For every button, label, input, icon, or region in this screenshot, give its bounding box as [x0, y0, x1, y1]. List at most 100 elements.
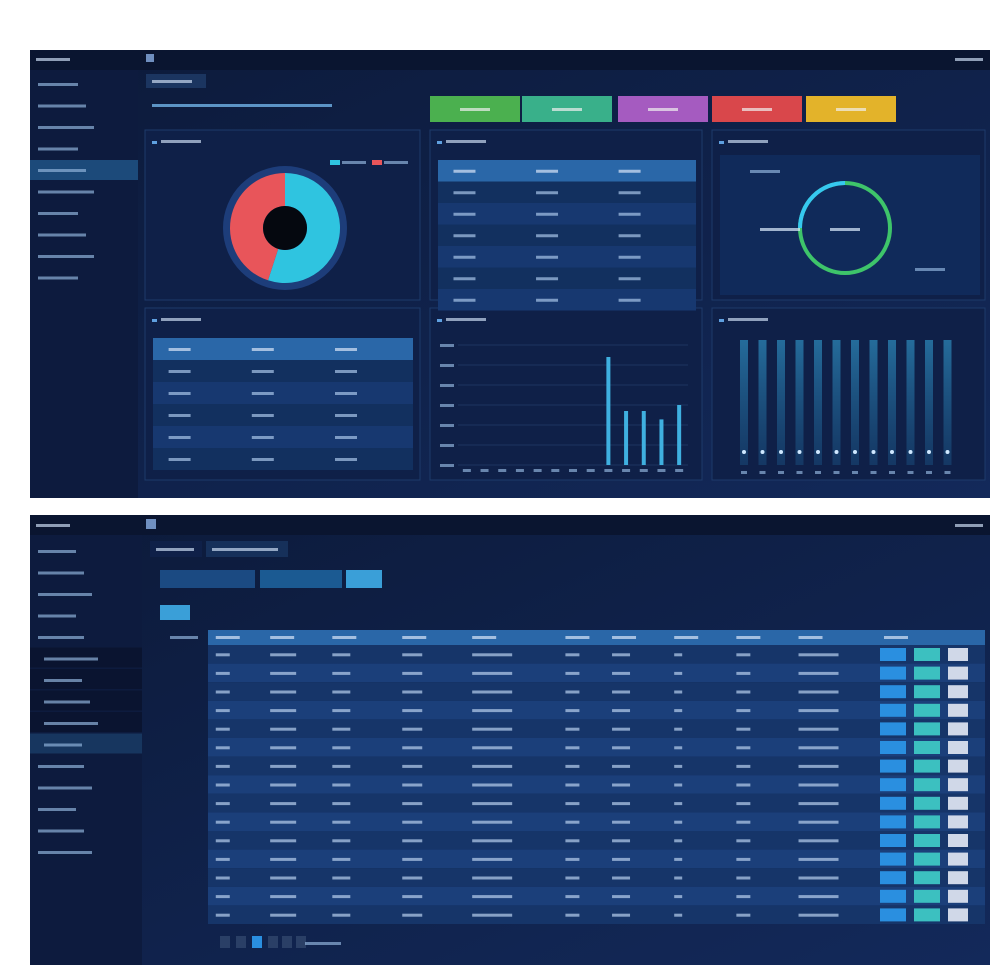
- text-line: [168, 370, 191, 373]
- text-line: [152, 104, 332, 107]
- row-button[interactable]: [880, 889, 906, 903]
- row-button[interactable]: [914, 796, 940, 810]
- text-line: [36, 58, 70, 61]
- page-button[interactable]: [296, 936, 306, 948]
- bar: [659, 419, 664, 465]
- text-line: [446, 140, 486, 143]
- row-button[interactable]: [880, 741, 906, 754]
- row-button[interactable]: [948, 834, 968, 847]
- row-button[interactable]: [880, 703, 906, 717]
- row-button[interactable]: [914, 889, 940, 903]
- row-button[interactable]: [914, 778, 940, 792]
- text-line: [215, 636, 240, 639]
- text-line: [798, 857, 839, 861]
- table-row: [208, 756, 985, 776]
- row-button[interactable]: [948, 778, 968, 792]
- text-line: [944, 471, 951, 474]
- row-button[interactable]: [880, 666, 906, 680]
- row-button[interactable]: [948, 852, 968, 866]
- row-button[interactable]: [914, 834, 940, 847]
- column-dot: [779, 450, 783, 454]
- text-line: [161, 140, 201, 143]
- row-button[interactable]: [880, 685, 906, 699]
- text-line: [618, 212, 641, 216]
- row-button[interactable]: [914, 666, 940, 680]
- text-line: [736, 802, 751, 806]
- text-line: [215, 876, 230, 880]
- row-button[interactable]: [880, 852, 906, 866]
- text-line: [168, 348, 191, 351]
- filter-input[interactable]: [260, 570, 342, 588]
- row-button[interactable]: [948, 666, 968, 680]
- row-button[interactable]: [948, 741, 968, 754]
- text-line: [270, 746, 297, 750]
- page-button-active[interactable]: [252, 936, 262, 948]
- text-line: [453, 277, 476, 281]
- text-line: [38, 147, 78, 151]
- page-button[interactable]: [220, 936, 230, 948]
- row-button[interactable]: [914, 685, 940, 699]
- text-line: [215, 839, 230, 843]
- row-button[interactable]: [948, 759, 968, 773]
- row-button[interactable]: [948, 722, 968, 736]
- text-line: [612, 895, 631, 899]
- row-button[interactable]: [914, 908, 940, 922]
- row-button[interactable]: [948, 685, 968, 699]
- text-line: [798, 802, 839, 806]
- donut-slice: [230, 173, 285, 281]
- row-button[interactable]: [948, 648, 968, 661]
- row-button[interactable]: [914, 741, 940, 754]
- row-button[interactable]: [880, 648, 906, 661]
- text-line: [215, 746, 230, 750]
- text-line: [889, 471, 895, 474]
- submenu-item[interactable]: [30, 669, 142, 689]
- row-button[interactable]: [914, 815, 940, 829]
- row-button[interactable]: [880, 796, 906, 810]
- row-button[interactable]: [914, 722, 940, 736]
- text-line: [657, 469, 666, 472]
- text-line: [270, 727, 297, 731]
- filter-input[interactable]: [160, 570, 255, 588]
- text-line: [612, 764, 631, 768]
- row-button[interactable]: [914, 759, 940, 773]
- search-button[interactable]: [346, 570, 382, 588]
- text-line: [402, 636, 427, 639]
- row-button[interactable]: [880, 778, 906, 792]
- row-button[interactable]: [948, 796, 968, 810]
- row-button[interactable]: [914, 648, 940, 661]
- row-button[interactable]: [948, 908, 968, 922]
- sidebar-item-active[interactable]: [30, 733, 142, 754]
- text-line: [460, 108, 490, 111]
- row-button[interactable]: [880, 834, 906, 847]
- page-button[interactable]: [282, 936, 292, 948]
- text-line: [453, 212, 476, 216]
- page-button[interactable]: [236, 936, 246, 948]
- text-line: [569, 469, 577, 472]
- row-button[interactable]: [880, 722, 906, 736]
- text-line: [586, 469, 595, 472]
- row-button[interactable]: [948, 889, 968, 903]
- text-line: [926, 471, 932, 474]
- add-button[interactable]: [160, 605, 190, 620]
- row-button[interactable]: [914, 703, 940, 717]
- row-button[interactable]: [948, 871, 968, 885]
- page-button[interactable]: [268, 936, 278, 948]
- row-button[interactable]: [914, 871, 940, 885]
- row-button[interactable]: [948, 703, 968, 717]
- bar: [624, 411, 629, 465]
- text-line: [565, 764, 580, 768]
- row-button[interactable]: [880, 871, 906, 885]
- panel-marker: [152, 141, 157, 144]
- column: [758, 340, 767, 465]
- row-button[interactable]: [880, 908, 906, 922]
- text-line: [38, 550, 76, 553]
- gauge-arc: [798, 181, 846, 229]
- text-line: [453, 298, 476, 302]
- text-line: [270, 895, 297, 899]
- row-button[interactable]: [948, 815, 968, 829]
- row-button[interactable]: [914, 852, 940, 866]
- row-button[interactable]: [880, 759, 906, 773]
- text-line: [798, 764, 839, 768]
- row-button[interactable]: [880, 815, 906, 829]
